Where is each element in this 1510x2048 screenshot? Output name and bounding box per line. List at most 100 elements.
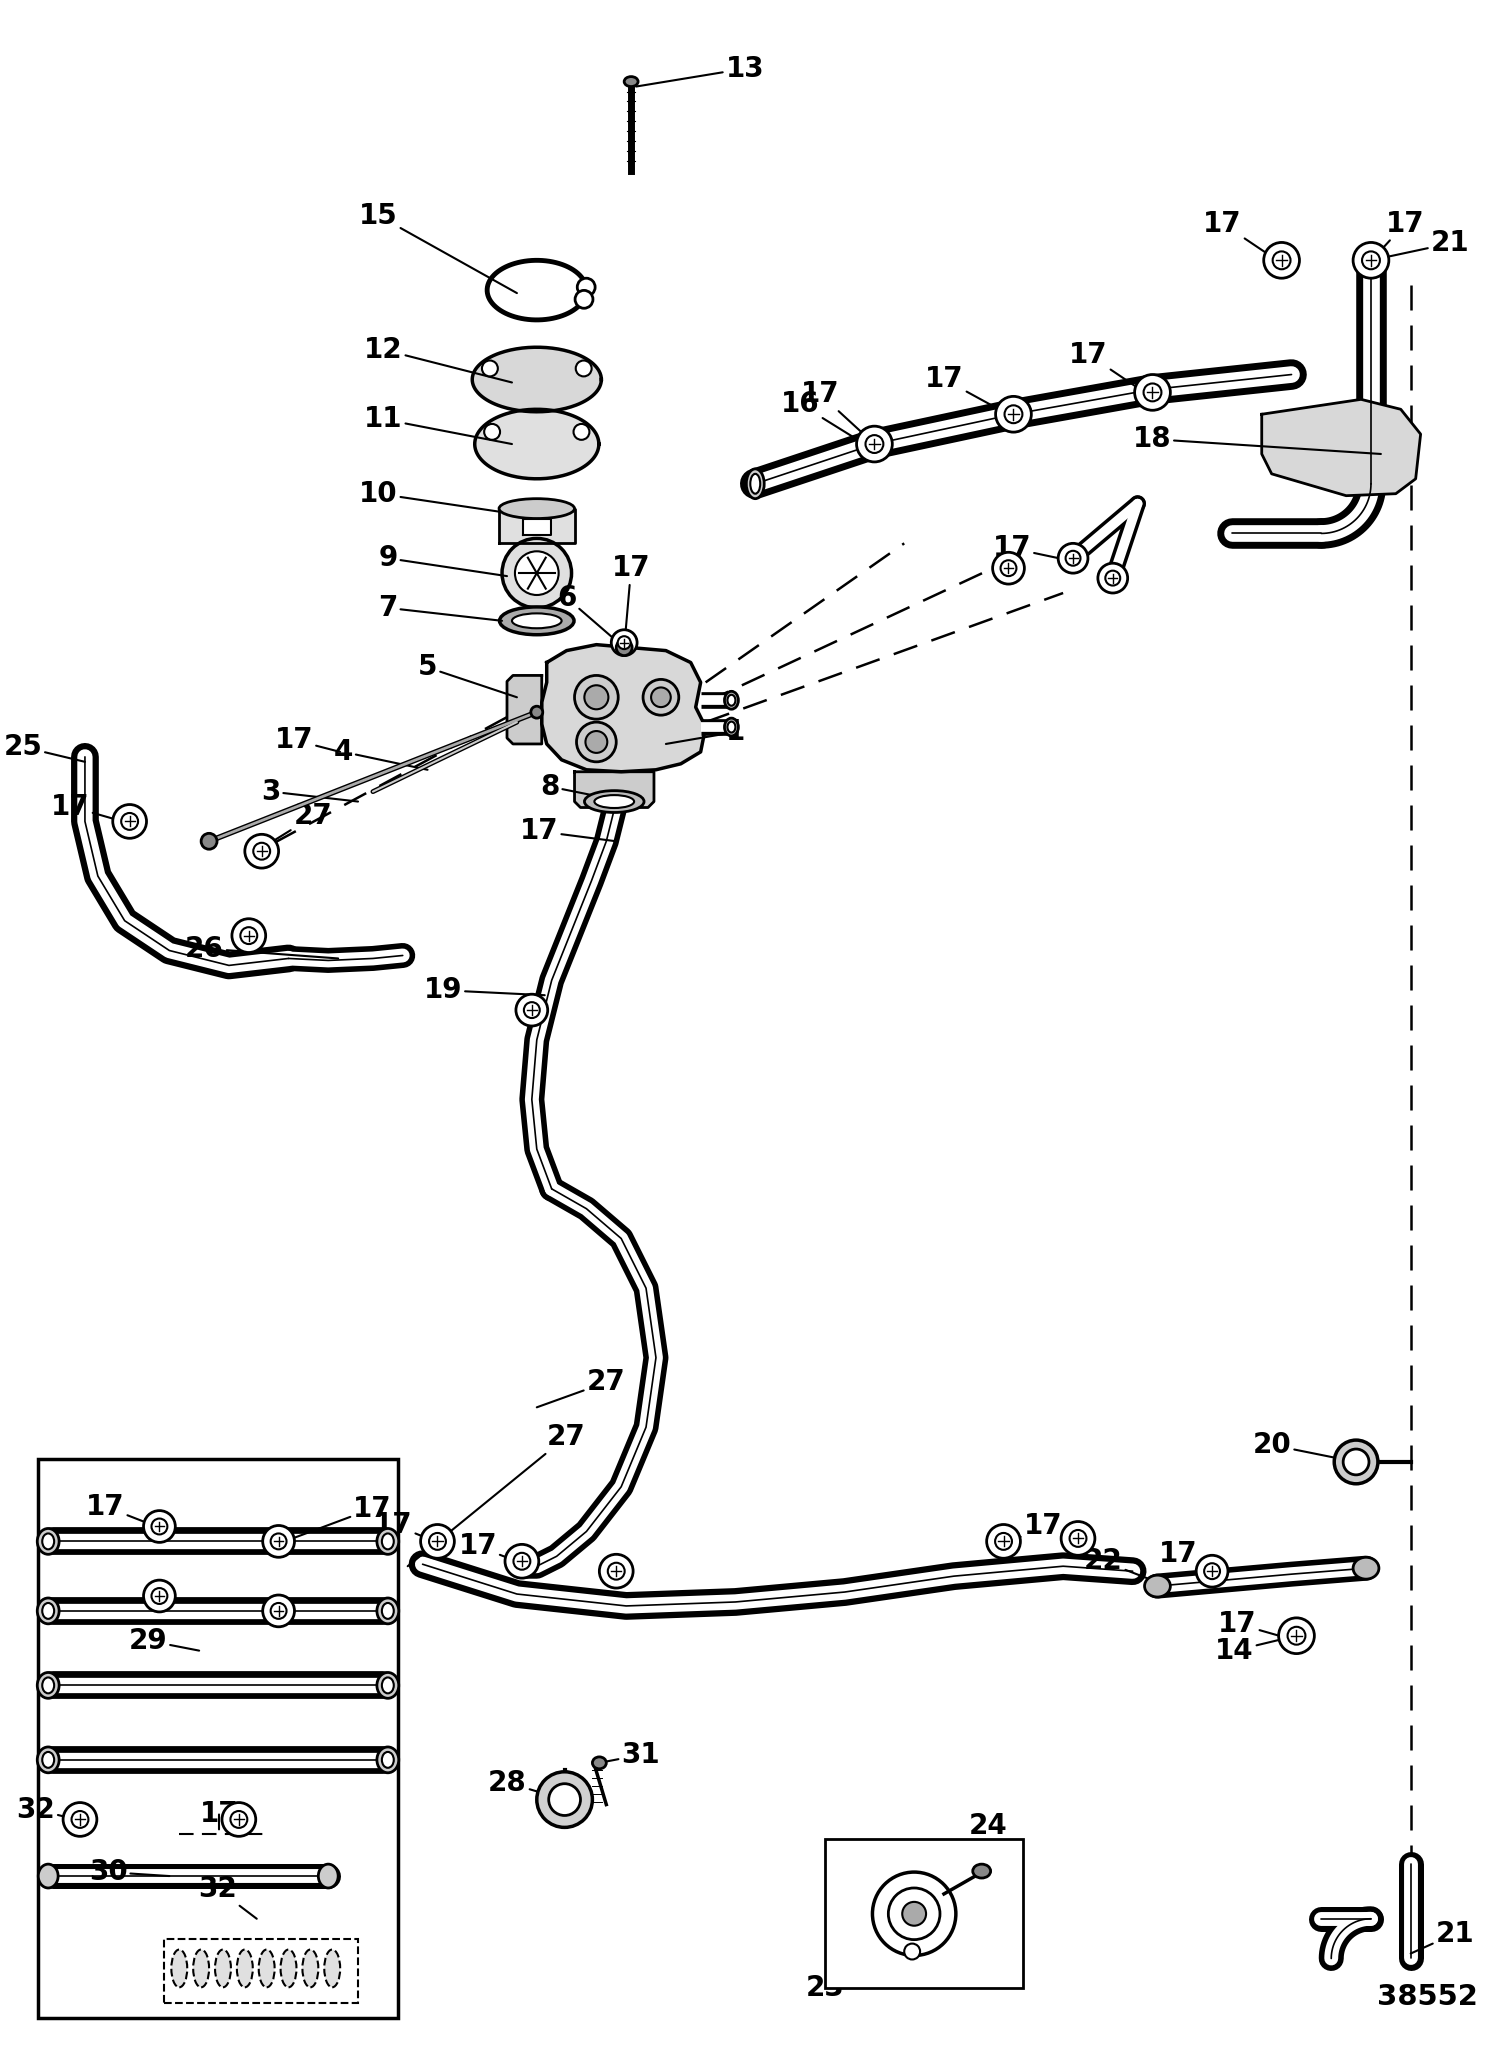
- Circle shape: [504, 1544, 539, 1579]
- Text: 17: 17: [1370, 209, 1424, 264]
- Text: 3: 3: [261, 778, 358, 805]
- Circle shape: [1353, 242, 1389, 279]
- Text: 13: 13: [636, 55, 764, 86]
- Circle shape: [1066, 551, 1081, 565]
- Circle shape: [1288, 1626, 1306, 1645]
- Circle shape: [599, 1554, 633, 1587]
- Circle shape: [263, 1526, 294, 1556]
- Text: 28: 28: [488, 1769, 565, 1800]
- Circle shape: [482, 360, 498, 377]
- Ellipse shape: [42, 1534, 54, 1550]
- Circle shape: [231, 1810, 248, 1829]
- Ellipse shape: [750, 473, 760, 494]
- Ellipse shape: [972, 1864, 991, 1878]
- Text: 11: 11: [364, 406, 512, 444]
- Text: 17: 17: [800, 381, 874, 444]
- Text: 17: 17: [1203, 209, 1282, 264]
- Circle shape: [1335, 1440, 1379, 1485]
- Circle shape: [1001, 561, 1016, 575]
- Polygon shape: [574, 772, 654, 807]
- Polygon shape: [1262, 399, 1421, 496]
- Circle shape: [903, 1903, 926, 1925]
- Ellipse shape: [382, 1604, 394, 1618]
- Circle shape: [577, 279, 595, 297]
- Ellipse shape: [38, 1597, 59, 1624]
- Ellipse shape: [725, 719, 738, 735]
- Ellipse shape: [382, 1534, 394, 1550]
- Ellipse shape: [382, 1677, 394, 1694]
- Text: 17: 17: [1069, 340, 1148, 395]
- Circle shape: [240, 928, 257, 944]
- Circle shape: [1362, 252, 1380, 268]
- Text: 31: 31: [599, 1741, 660, 1769]
- Text: 5: 5: [418, 653, 516, 696]
- Circle shape: [513, 1552, 530, 1569]
- Ellipse shape: [325, 1950, 340, 1987]
- Text: 17: 17: [926, 365, 1013, 418]
- Text: 14: 14: [1216, 1636, 1297, 1665]
- Circle shape: [536, 1772, 592, 1827]
- Circle shape: [143, 1581, 175, 1612]
- Ellipse shape: [193, 1950, 208, 1987]
- Ellipse shape: [728, 721, 735, 733]
- Circle shape: [121, 813, 137, 829]
- Circle shape: [501, 539, 572, 608]
- Circle shape: [270, 1604, 287, 1618]
- Ellipse shape: [38, 1528, 59, 1554]
- Text: 29: 29: [128, 1626, 199, 1655]
- Text: 27: 27: [257, 803, 332, 852]
- Circle shape: [865, 434, 883, 453]
- Circle shape: [1134, 375, 1170, 410]
- Circle shape: [584, 686, 609, 709]
- Circle shape: [485, 424, 500, 440]
- Ellipse shape: [237, 1950, 252, 1987]
- Circle shape: [151, 1587, 168, 1604]
- Text: 6: 6: [557, 584, 624, 647]
- Circle shape: [1059, 543, 1087, 573]
- Circle shape: [63, 1802, 97, 1837]
- Ellipse shape: [624, 76, 639, 86]
- Circle shape: [616, 639, 633, 655]
- Circle shape: [245, 834, 278, 868]
- Circle shape: [609, 1563, 625, 1579]
- Text: 12: 12: [364, 336, 512, 383]
- Circle shape: [263, 1595, 294, 1626]
- Circle shape: [515, 551, 559, 596]
- Text: 22: 22: [1084, 1546, 1167, 1585]
- Circle shape: [1098, 563, 1128, 594]
- Circle shape: [1264, 242, 1300, 279]
- Circle shape: [71, 1810, 89, 1829]
- Circle shape: [1069, 1530, 1087, 1546]
- Text: 25: 25: [3, 733, 85, 762]
- Text: 17: 17: [199, 1800, 239, 1829]
- Ellipse shape: [1353, 1556, 1379, 1579]
- Circle shape: [986, 1524, 1021, 1559]
- Text: 30: 30: [89, 1858, 169, 1886]
- Ellipse shape: [42, 1604, 54, 1618]
- FancyBboxPatch shape: [165, 1939, 358, 2003]
- Ellipse shape: [584, 791, 645, 813]
- Polygon shape: [473, 348, 601, 412]
- Circle shape: [548, 1784, 580, 1815]
- Circle shape: [151, 1518, 168, 1534]
- Circle shape: [995, 1534, 1012, 1550]
- Ellipse shape: [595, 795, 634, 809]
- Text: 19: 19: [424, 977, 545, 1004]
- Circle shape: [992, 553, 1024, 584]
- Text: 21: 21: [1410, 1919, 1474, 1954]
- Circle shape: [856, 426, 892, 463]
- Text: 17: 17: [459, 1532, 522, 1563]
- Ellipse shape: [38, 1673, 59, 1698]
- Circle shape: [574, 676, 618, 719]
- Ellipse shape: [746, 469, 764, 498]
- Text: 23: 23: [806, 1923, 909, 2003]
- Circle shape: [577, 723, 616, 762]
- Text: 9: 9: [379, 545, 507, 575]
- Circle shape: [1105, 571, 1120, 586]
- Text: 17: 17: [1007, 1513, 1062, 1544]
- Ellipse shape: [378, 1528, 399, 1554]
- Ellipse shape: [382, 1751, 394, 1767]
- Text: 17: 17: [374, 1511, 438, 1542]
- Polygon shape: [498, 508, 574, 543]
- Circle shape: [524, 1001, 539, 1018]
